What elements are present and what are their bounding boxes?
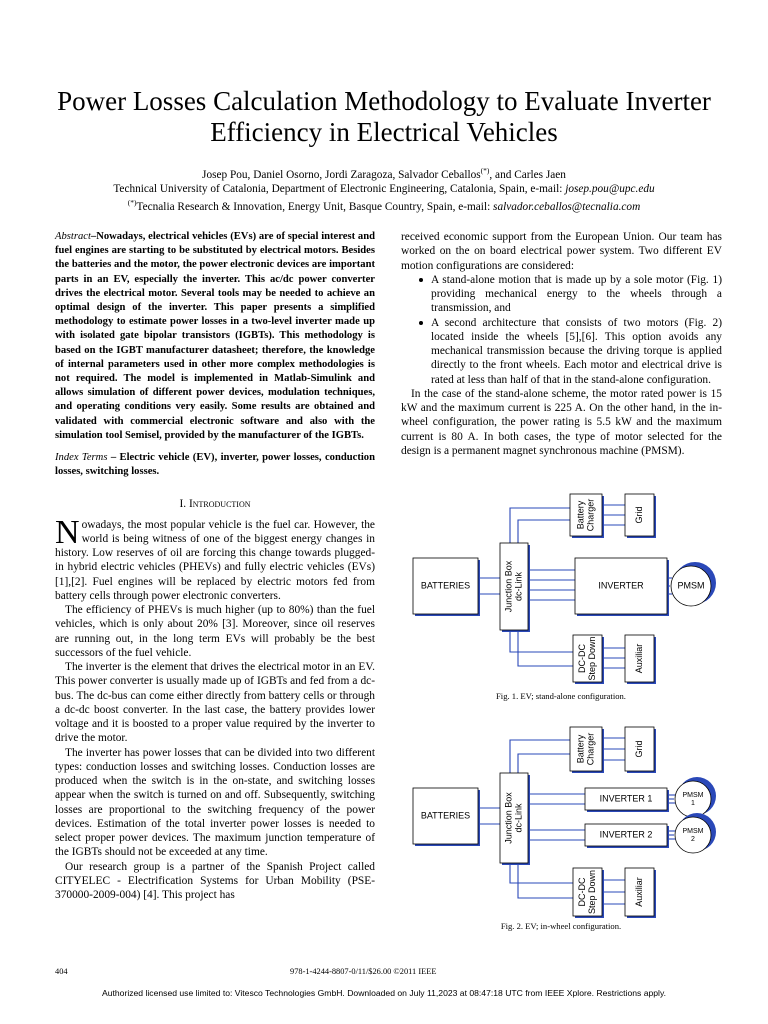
box	[412, 557, 479, 615]
box	[624, 867, 655, 917]
box	[569, 726, 603, 772]
diagram-label: PMSM	[683, 828, 704, 835]
email: josep.pou@upc.edu	[565, 182, 655, 195]
diagram-label: 1	[691, 800, 695, 807]
bullet-item: A second architecture that consists of t…	[417, 316, 722, 387]
author-mark: (*)	[480, 166, 490, 175]
connection	[517, 630, 573, 667]
box	[412, 787, 479, 845]
diagram-label: Charger	[585, 733, 595, 766]
diagram-label: 2	[691, 836, 695, 843]
author-block: Josep Pou, Daniel Osorno, Jordi Zaragoza…	[20, 164, 748, 214]
box	[569, 493, 603, 537]
diagram-label: DC-DC	[577, 644, 587, 673]
figure-diagram: BATTERIES Junction Box dc-Link INVERTER Batt…	[412, 493, 716, 684]
diagram-label: Junction Box	[503, 792, 513, 844]
diagram-label: Auxiliar	[634, 877, 644, 907]
diagram-label: Step Down	[587, 636, 597, 680]
box	[624, 634, 655, 683]
diagram-label: Step Down	[587, 870, 597, 914]
paragraph: Our research group is a partner of the S…	[55, 860, 375, 902]
diagram-label: PMSM	[683, 792, 704, 799]
section-heading: I. Introduction	[179, 498, 251, 511]
connection	[517, 519, 570, 543]
paper-title: Power Losses Calculation Methodology to …	[57, 86, 711, 147]
diagram-label: DC-DC	[577, 877, 587, 906]
paragraph: received economic support from the Europ…	[401, 231, 722, 272]
connection	[517, 863, 573, 899]
box	[574, 557, 668, 615]
author-last: , and Carles Jaen	[489, 168, 566, 181]
figure-diagram: BATTERIES Junction Box dc-Link INVERTER 1 IN…	[412, 726, 716, 918]
paragraph: The inverter has power losses that can b…	[55, 746, 375, 859]
box	[572, 634, 603, 683]
box	[624, 726, 655, 772]
box	[584, 823, 668, 847]
right-column: received economic support from the Europ…	[401, 230, 722, 458]
diagram-label: INVERTER 2	[600, 829, 653, 839]
affiliation: Technical University of Catalonia, Depar…	[20, 182, 748, 196]
diagram-label: Junction Box	[503, 560, 513, 612]
motor	[674, 816, 712, 854]
connection	[509, 630, 573, 653]
box	[499, 772, 529, 864]
abstract: Abstract–Nowadays, electrical vehicles (…	[55, 230, 375, 443]
diagram-label: INVERTER 1	[600, 793, 653, 803]
author-names: Josep Pou, Daniel Osorno, Jordi Zaragoza…	[202, 168, 481, 181]
email: salvador.ceballos@tecnalia.com	[493, 200, 641, 213]
diagram-label: Auxiliar	[634, 644, 644, 674]
bullet-item: A stand-alone motion that is made up by …	[417, 273, 722, 316]
figure-caption: Fig. 2. EV; in-wheel configuration.	[500, 921, 622, 931]
index-terms-text: – Electric vehicle (EV), inverter, power…	[55, 452, 375, 478]
bullet-dot	[419, 277, 423, 282]
box	[572, 867, 603, 917]
figure-caption: Fig. 1. EV; stand-alone configuration.	[496, 691, 626, 701]
connection	[509, 863, 573, 884]
index-terms: Index Terms – Electric vehicle (EV), inv…	[55, 451, 375, 479]
abstract-text: –Nowadays, electrical vehicles (EVs) are…	[55, 231, 375, 441]
box	[584, 787, 668, 811]
connection	[509, 739, 570, 773]
diagram-label: Battery	[575, 734, 585, 763]
diagram-label: Grid	[634, 506, 644, 523]
affiliation-text: Tecnalia Research & Innovation, Energy U…	[136, 200, 491, 213]
index-terms-label: Index Terms	[55, 452, 108, 464]
paragraph-text: owadays, the most popular vehicle is the…	[55, 518, 375, 602]
bullet-text: A stand-alone motion that is made up by …	[431, 273, 722, 315]
bullet-dot	[419, 320, 423, 325]
bullet-text: A second architecture that consists of t…	[431, 316, 722, 386]
page-number: 404	[55, 967, 68, 976]
abstract-label: Abstract	[55, 231, 91, 242]
left-column: Abstract–Nowadays, electrical vehicles (…	[55, 230, 375, 902]
diagram-label: Battery	[575, 500, 585, 529]
affiliation-text: Technical University of Catalonia, Depar…	[113, 182, 563, 195]
paragraph: The efficiency of PHEVs is much higher (…	[55, 604, 375, 659]
connection	[509, 507, 570, 543]
authors: Josep Pou, Daniel Osorno, Jordi Zaragoza…	[20, 164, 748, 182]
drop-cap: N	[55, 513, 80, 551]
paragraph: The inverter is the element that drives …	[55, 661, 375, 745]
box	[624, 493, 655, 537]
download-notice: Authorized licensed use limited to: Vite…	[102, 988, 666, 998]
diagram-label: INVERTER	[598, 580, 644, 590]
isbn: 978-1-4244-8807-0/11/$26.00 ©2011 IEEE	[290, 967, 437, 976]
diagram-label: Charger	[585, 499, 595, 532]
paragraph: In the case of the stand-alone scheme, t…	[401, 387, 722, 457]
box	[499, 542, 529, 631]
diagram-label: BATTERIES	[421, 810, 470, 820]
diagram-label: Grid	[634, 740, 644, 757]
diagram-label: PMSM	[678, 580, 705, 590]
connection	[517, 753, 570, 773]
diagram-label: BATTERIES	[421, 580, 470, 590]
motor	[670, 565, 712, 607]
diagram-label: dc-Link	[513, 571, 523, 601]
diagram-label: dc-Link	[513, 803, 523, 833]
affiliation-mark: (*)	[127, 198, 137, 208]
affiliation: (*)Tecnalia Research & Innovation, Energ…	[20, 196, 748, 214]
